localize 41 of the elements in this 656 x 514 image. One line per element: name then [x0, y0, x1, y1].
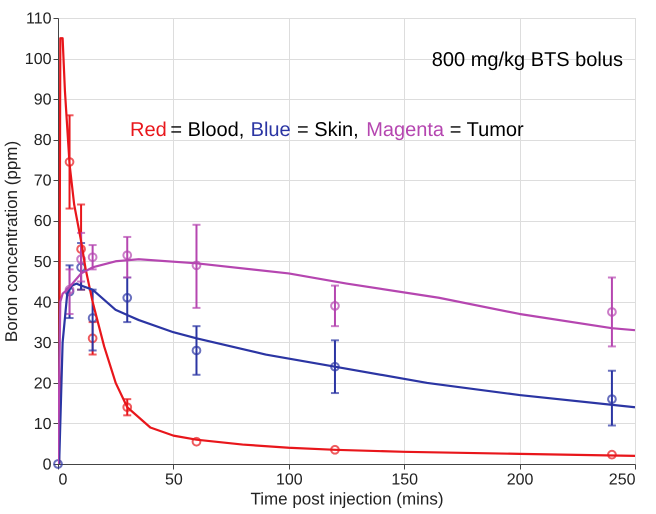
point [330, 444, 340, 455]
point [122, 292, 132, 303]
point [88, 313, 98, 323]
point [88, 333, 98, 344]
point [330, 301, 340, 311]
y-tick-label: 90 [34, 92, 52, 109]
y-tick-label: 100 [24, 51, 52, 68]
point [607, 307, 617, 317]
x-axis-title: Time post injection (mins) [250, 490, 444, 508]
point [76, 244, 86, 254]
y-tick-label: 0 [42, 456, 52, 474]
point [607, 450, 617, 460]
y-tick-label: 60 [34, 213, 52, 230]
y-tick-label: 110 [26, 10, 52, 28]
y-tick-label: 80 [34, 132, 52, 150]
point [76, 254, 86, 264]
x-tick-label: 50 [165, 472, 183, 488]
point [64, 157, 74, 167]
x-tick-label: 150 [391, 472, 418, 488]
point [88, 252, 98, 262]
y-tick-label: 30 [34, 334, 52, 352]
point [192, 346, 202, 356]
y-tick-label: 70 [34, 172, 52, 190]
y-tick-label: 20 [34, 375, 52, 392]
y-tick-label: 10 [34, 416, 52, 433]
point [607, 394, 617, 404]
y-tick-label: 50 [34, 254, 52, 271]
x-tick-label: 100 [276, 472, 303, 488]
point [122, 402, 132, 412]
x-tick-label: 200 [506, 472, 534, 488]
y-tick-label: 40 [34, 294, 52, 312]
point [122, 250, 132, 260]
point [192, 260, 202, 270]
point [76, 262, 86, 272]
annotation: Red = Blood, Blue = Skin, Magenta = Tumor [130, 119, 524, 141]
point [330, 362, 340, 372]
y-axis-title: Boron concentration (ppm) [2, 140, 21, 342]
x-tick-label: 250 [608, 472, 636, 488]
annotation: 800 mg/kg BTS bolus [432, 49, 623, 71]
point [192, 436, 202, 447]
x-tick-label: 0 [58, 472, 68, 488]
